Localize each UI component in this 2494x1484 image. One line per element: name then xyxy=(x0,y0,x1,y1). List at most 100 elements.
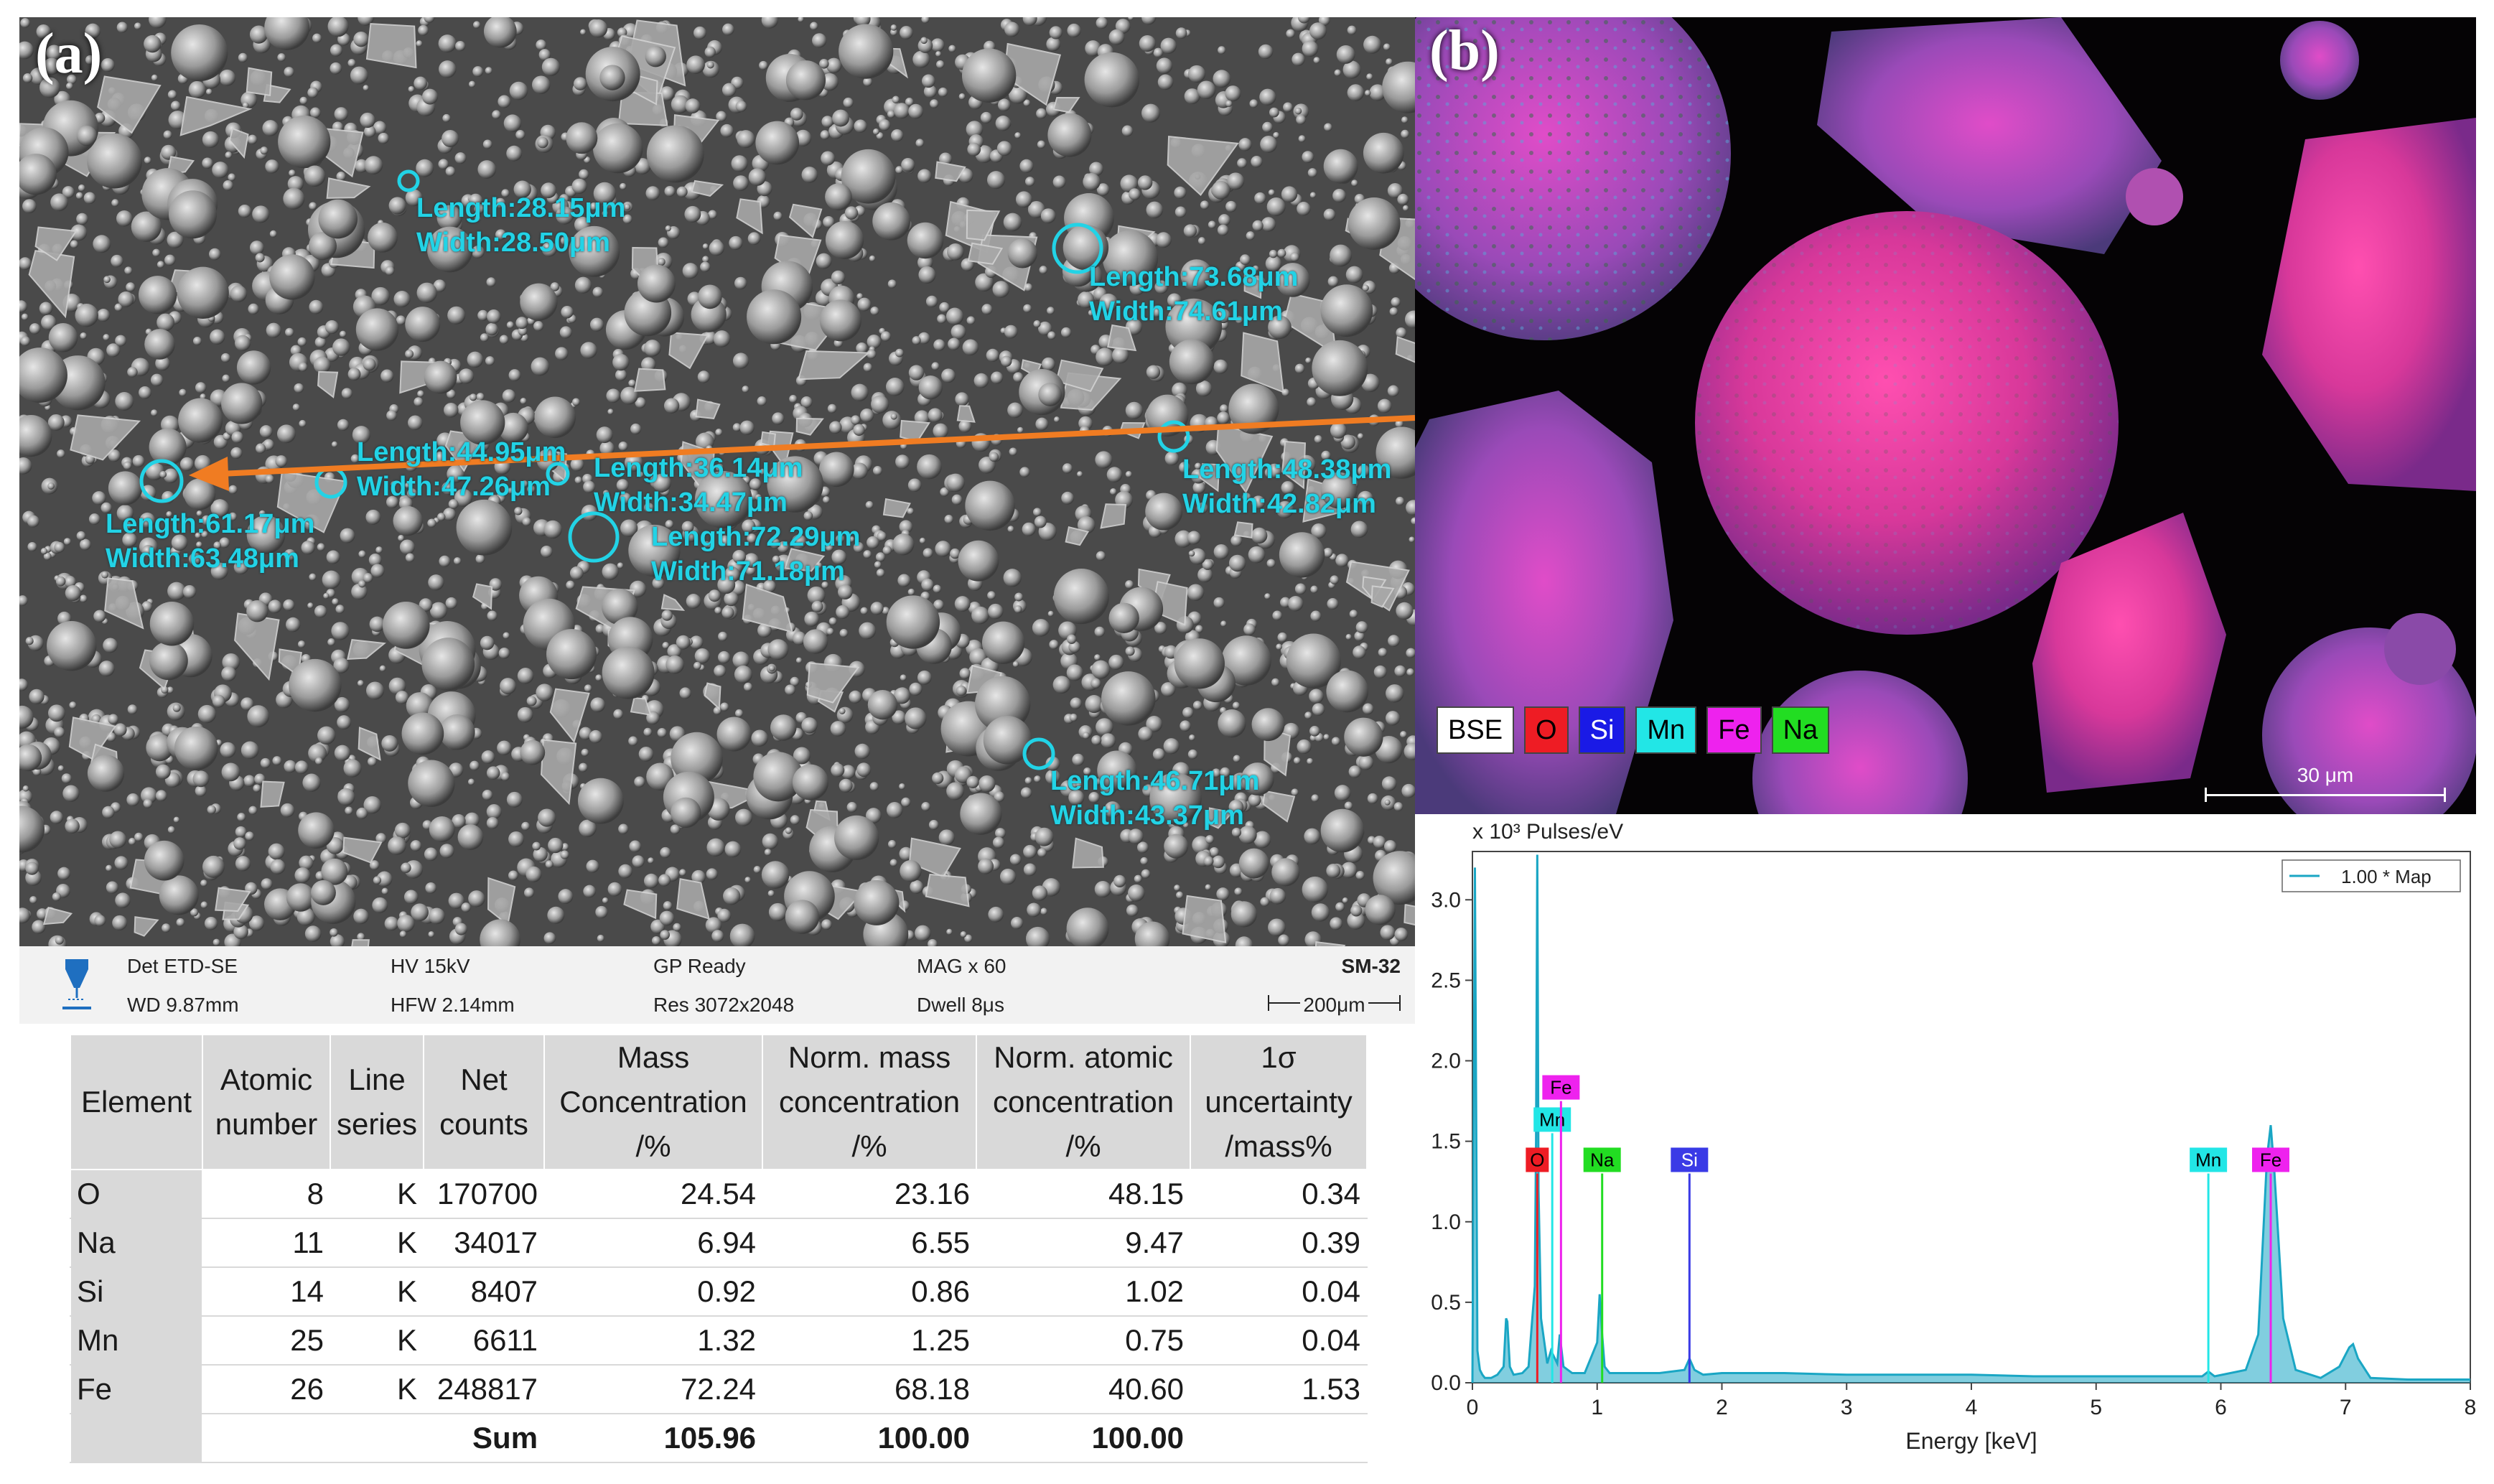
powder-particle xyxy=(958,419,972,433)
measurement-length: Length:73.68μm xyxy=(1089,262,1299,292)
powder-particle xyxy=(50,193,68,212)
powder-particle xyxy=(517,706,533,723)
powder-particle xyxy=(1032,619,1050,637)
powder-particle xyxy=(1326,863,1341,878)
powder-particle xyxy=(823,216,835,228)
powder-particle xyxy=(1309,725,1320,737)
powder-particle xyxy=(1330,917,1343,930)
powder-particle xyxy=(1216,887,1230,901)
powder-particle xyxy=(555,347,569,360)
powder-particle xyxy=(195,382,207,393)
powder-particle xyxy=(1277,632,1288,643)
powder-particle xyxy=(365,681,384,700)
powder-particle xyxy=(363,358,376,371)
powder-particle xyxy=(989,452,999,462)
powder-particle xyxy=(571,178,587,194)
powder-particle xyxy=(930,38,945,52)
powder-particle xyxy=(1259,88,1276,106)
cell-norm-atomic: 0.75 xyxy=(976,1315,1192,1366)
x-tick-label: 3 xyxy=(1841,1396,1853,1419)
table-row: Na 11 K 34017 6.94 6.55 9.47 0.39 xyxy=(70,1218,1368,1268)
powder-sphere xyxy=(87,133,142,189)
powder-particle xyxy=(88,513,101,525)
powder-particle xyxy=(258,510,266,517)
powder-sphere xyxy=(368,222,398,253)
powder-sphere xyxy=(1084,52,1140,108)
powder-particle xyxy=(172,704,181,712)
powder-particle xyxy=(838,584,853,599)
powder-particle xyxy=(572,398,580,406)
powder-particle xyxy=(1040,907,1047,915)
powder-sphere xyxy=(602,588,638,625)
powder-particle xyxy=(1396,327,1407,338)
cell-norm-atomic: 9.47 xyxy=(976,1218,1192,1268)
powder-particle xyxy=(1205,884,1211,890)
powder-particle xyxy=(307,87,319,98)
powder-particle xyxy=(1099,293,1118,312)
powder-sphere xyxy=(1228,383,1279,434)
powder-particle xyxy=(277,53,286,62)
powder-particle xyxy=(921,802,930,811)
cell-mass-concentration: 6.94 xyxy=(543,1218,764,1268)
powder-particle xyxy=(1062,463,1073,474)
cell-atomic-number: 8 xyxy=(202,1169,331,1219)
powder-particle xyxy=(358,580,366,588)
powder-particle xyxy=(1249,99,1258,108)
powder-particle xyxy=(1096,183,1110,196)
powder-particle xyxy=(428,931,435,938)
powder-particle xyxy=(380,369,394,383)
powder-particle xyxy=(1276,643,1282,650)
powder-sphere xyxy=(767,639,789,661)
powder-particle xyxy=(1357,433,1364,439)
powder-particle xyxy=(1083,767,1092,775)
powder-sphere xyxy=(269,254,315,300)
powder-particle xyxy=(57,765,65,772)
powder-particle xyxy=(981,304,993,315)
powder-particle xyxy=(1007,402,1023,419)
powder-particle xyxy=(954,766,972,783)
powder-particle xyxy=(615,369,627,381)
powder-sphere xyxy=(520,283,558,321)
powder-flake xyxy=(925,873,970,907)
powder-particle xyxy=(1225,85,1241,102)
powder-sphere xyxy=(1279,532,1325,578)
x-tick-label: 2 xyxy=(1716,1396,1728,1419)
powder-particle xyxy=(414,76,428,90)
powder-sphere xyxy=(1218,709,1246,738)
powder-particle xyxy=(1054,416,1060,423)
powder-particle xyxy=(857,297,872,312)
powder-particle xyxy=(717,650,731,664)
element-line-tag xyxy=(1533,1107,1571,1132)
powder-flake xyxy=(966,209,1001,241)
powder-particle xyxy=(899,520,913,534)
powder-particle xyxy=(1252,265,1259,272)
powder-particle xyxy=(770,538,780,549)
powder-particle xyxy=(1272,610,1283,621)
powder-particle xyxy=(485,356,495,366)
powder-particle xyxy=(289,169,296,177)
powder-particle xyxy=(111,254,123,268)
powder-particle xyxy=(1032,885,1048,901)
powder-particle xyxy=(1387,385,1399,397)
powder-particle xyxy=(453,557,462,565)
powder-particle xyxy=(946,473,965,493)
powder-particle xyxy=(1023,844,1037,859)
powder-sphere xyxy=(834,815,879,860)
powder-sphere xyxy=(246,600,268,622)
powder-particle xyxy=(917,169,932,183)
powder-particle xyxy=(1363,35,1382,54)
powder-particle xyxy=(1195,381,1213,397)
powder-particle xyxy=(47,482,55,490)
powder-particle xyxy=(85,23,101,39)
powder-particle xyxy=(853,424,865,437)
powder-particle xyxy=(285,617,301,633)
powder-particle xyxy=(1233,755,1241,762)
powder-particle xyxy=(414,397,424,407)
powder-particle xyxy=(1291,788,1299,796)
powder-particle xyxy=(1192,836,1210,854)
powder-particle xyxy=(733,175,749,191)
powder-particle xyxy=(406,488,418,499)
powder-sphere xyxy=(886,595,940,649)
powder-particle xyxy=(721,83,737,98)
powder-particle xyxy=(1180,720,1191,732)
